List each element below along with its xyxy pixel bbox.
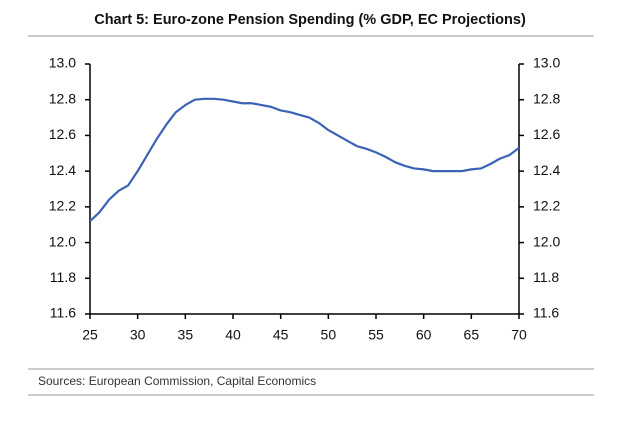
y2-tick-label: 11.8	[533, 269, 559, 285]
y-tick-label: 11.6	[50, 305, 76, 321]
x-tick-label: 30	[130, 327, 146, 343]
y-tick-label: 12.8	[49, 90, 76, 106]
y2-tick-label: 12.0	[533, 233, 560, 249]
x-tick-label: 70	[511, 327, 527, 343]
x-tick-label: 40	[225, 327, 241, 343]
y2-tick-label: 12.8	[533, 90, 560, 106]
y-tick-label: 12.0	[49, 233, 76, 249]
y2-tick-label: 13.0	[533, 55, 560, 71]
x-tick-label: 65	[464, 327, 480, 343]
source: Sources: European Commission, Capital Ec…	[38, 374, 316, 388]
x-tick-label: 60	[416, 327, 432, 343]
y-tick-label: 13.0	[49, 55, 76, 71]
y-tick-label: 12.2	[49, 198, 76, 214]
chart-title: Chart 5: Euro-zone Pension Spending (% G…	[94, 12, 526, 28]
y2-tick-label: 11.6	[533, 305, 559, 321]
x-tick-label: 55	[368, 327, 384, 343]
x-tick-label: 45	[273, 327, 289, 343]
data-line	[89, 97, 520, 222]
x-tick-label: 25	[82, 327, 98, 343]
y2-tick-label: 12.6	[533, 126, 560, 142]
x-tick-label: 50	[321, 327, 337, 343]
y-tick-label: 11.8	[50, 269, 76, 285]
y2-tick-label: 12.4	[533, 162, 560, 178]
y-tick-label: 12.6	[49, 126, 76, 142]
x-tick-label: 35	[178, 327, 194, 343]
y-tick-label: 12.4	[49, 162, 76, 178]
y2-tick-label: 12.2	[533, 198, 560, 214]
